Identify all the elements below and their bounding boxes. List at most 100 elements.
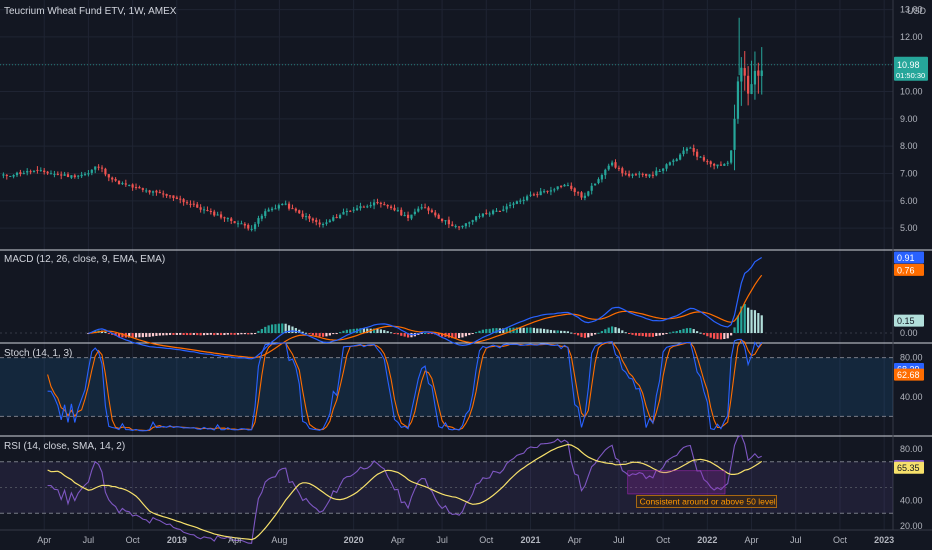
macd-histogram-bar <box>696 331 699 334</box>
macd-histogram-bar <box>233 333 236 335</box>
time-tick-label: Apr <box>745 535 759 545</box>
macd-histogram-bar <box>488 328 491 334</box>
candle-body <box>328 220 331 223</box>
candle-body <box>253 224 257 230</box>
candle-body <box>641 173 644 175</box>
price-tick-label: 5.00 <box>900 223 918 233</box>
macd-histogram-bar <box>481 329 484 334</box>
candle-body <box>39 170 42 172</box>
candle-body <box>423 207 427 209</box>
macd-pane-title: MACD (12, 26, close, 9, EMA, EMA) <box>4 254 166 265</box>
macd-histogram-bar <box>733 327 736 334</box>
macd-histogram-bar <box>631 333 634 335</box>
rsi-layer: Consistent around or above 50 level <box>47 434 777 544</box>
candle-body <box>77 175 80 177</box>
last-price-tag-bg <box>894 56 928 81</box>
macd-histogram-bar <box>716 333 719 340</box>
rsi-annotation-box <box>636 495 777 508</box>
candle-body <box>213 211 216 216</box>
macd-histogram-bar <box>179 333 182 335</box>
candle-body <box>332 217 335 221</box>
candle-body <box>267 209 270 212</box>
macd-histogram-bar <box>185 333 189 336</box>
macd-histogram-bar <box>692 329 695 334</box>
candle-body <box>335 216 338 218</box>
candle-body <box>447 219 450 225</box>
macd-histogram-bar <box>645 333 648 337</box>
stoch-band <box>0 357 893 417</box>
candle-body <box>80 174 83 177</box>
candle-body <box>352 209 355 211</box>
candle-body <box>753 70 757 85</box>
candle-body <box>87 173 90 175</box>
macd-histogram-bar <box>529 327 532 334</box>
macd-histogram-bar <box>226 333 229 335</box>
macd-histogram-bar <box>362 328 365 334</box>
histogram-value-tag: 0.15 <box>897 316 915 326</box>
candle-body <box>430 210 433 213</box>
macd-histogram-bar <box>359 328 362 334</box>
macd-histogram-bar <box>189 333 192 336</box>
macd-histogram-bar <box>148 333 151 337</box>
macd-histogram-bar <box>219 333 223 336</box>
macd-histogram-bar <box>583 333 587 338</box>
candle-body <box>454 225 457 227</box>
candle-body <box>155 190 158 193</box>
candle-body <box>539 191 542 196</box>
price-pane-title: Teucrium Wheat Fund ETV, 1W, AMEX <box>4 6 177 17</box>
macd-histogram-bar <box>335 333 338 335</box>
candle-body <box>26 171 29 173</box>
macd-histogram-bar <box>87 333 90 335</box>
candle-body <box>553 189 556 191</box>
macd-histogram-bar <box>502 328 505 334</box>
macd-histogram-bar <box>750 309 753 334</box>
macd-histogram-bar <box>240 333 243 335</box>
candle-body <box>49 173 53 175</box>
macd-histogram-bar <box>349 329 352 334</box>
candle-body <box>70 175 73 178</box>
macd-histogram-bar <box>104 331 107 334</box>
macd-histogram-bar <box>536 328 539 334</box>
macd-histogram-bar <box>522 327 525 334</box>
candle-body <box>172 195 175 199</box>
macd-histogram-bar <box>321 333 325 337</box>
candle-body <box>668 162 672 165</box>
candle-body <box>15 172 19 176</box>
macd-histogram-bar <box>740 306 743 334</box>
macd-histogram-bar <box>600 331 604 334</box>
macd-histogram-bar <box>345 329 348 334</box>
candle-body <box>532 194 536 196</box>
candle-body <box>355 208 359 210</box>
macd-histogram-bar <box>202 333 206 336</box>
macd-histogram-bar <box>423 333 427 335</box>
candle-body <box>566 185 570 187</box>
macd-histogram-bar <box>730 333 733 336</box>
macd-histogram-bar <box>315 333 318 336</box>
price-tick-label: 8.00 <box>900 141 918 151</box>
tag-layer: 10.9801:50:300.910.760.1568.3962.6866.67… <box>894 56 928 474</box>
macd-histogram-bar <box>257 330 260 334</box>
macd-histogram-bar <box>277 323 280 334</box>
macd-histogram-bar <box>559 330 563 334</box>
candle-body <box>206 210 209 212</box>
macd-histogram-bar <box>689 327 692 334</box>
macd-histogram-bar <box>553 330 556 334</box>
candle-body <box>457 226 461 228</box>
macd-histogram-bar <box>151 333 155 337</box>
macd-histogram-bar <box>165 333 168 336</box>
macd-histogram-bar <box>372 328 376 334</box>
macd-histogram-bar <box>406 333 410 338</box>
candle-body <box>600 175 604 180</box>
candle-body <box>202 209 206 211</box>
candle-body <box>444 220 447 222</box>
macd-histogram-bar <box>270 324 274 334</box>
time-tick-label: Oct <box>479 535 494 545</box>
candle-body <box>345 210 348 213</box>
macd-histogram-bar <box>243 333 246 335</box>
candle-body <box>63 174 66 176</box>
macd-histogram-bar <box>549 329 553 334</box>
macd-histogram-bar <box>699 332 702 334</box>
macd-histogram-bar <box>468 333 471 336</box>
macd-tick-label: 0.00 <box>900 328 918 338</box>
candle-body <box>505 206 508 210</box>
